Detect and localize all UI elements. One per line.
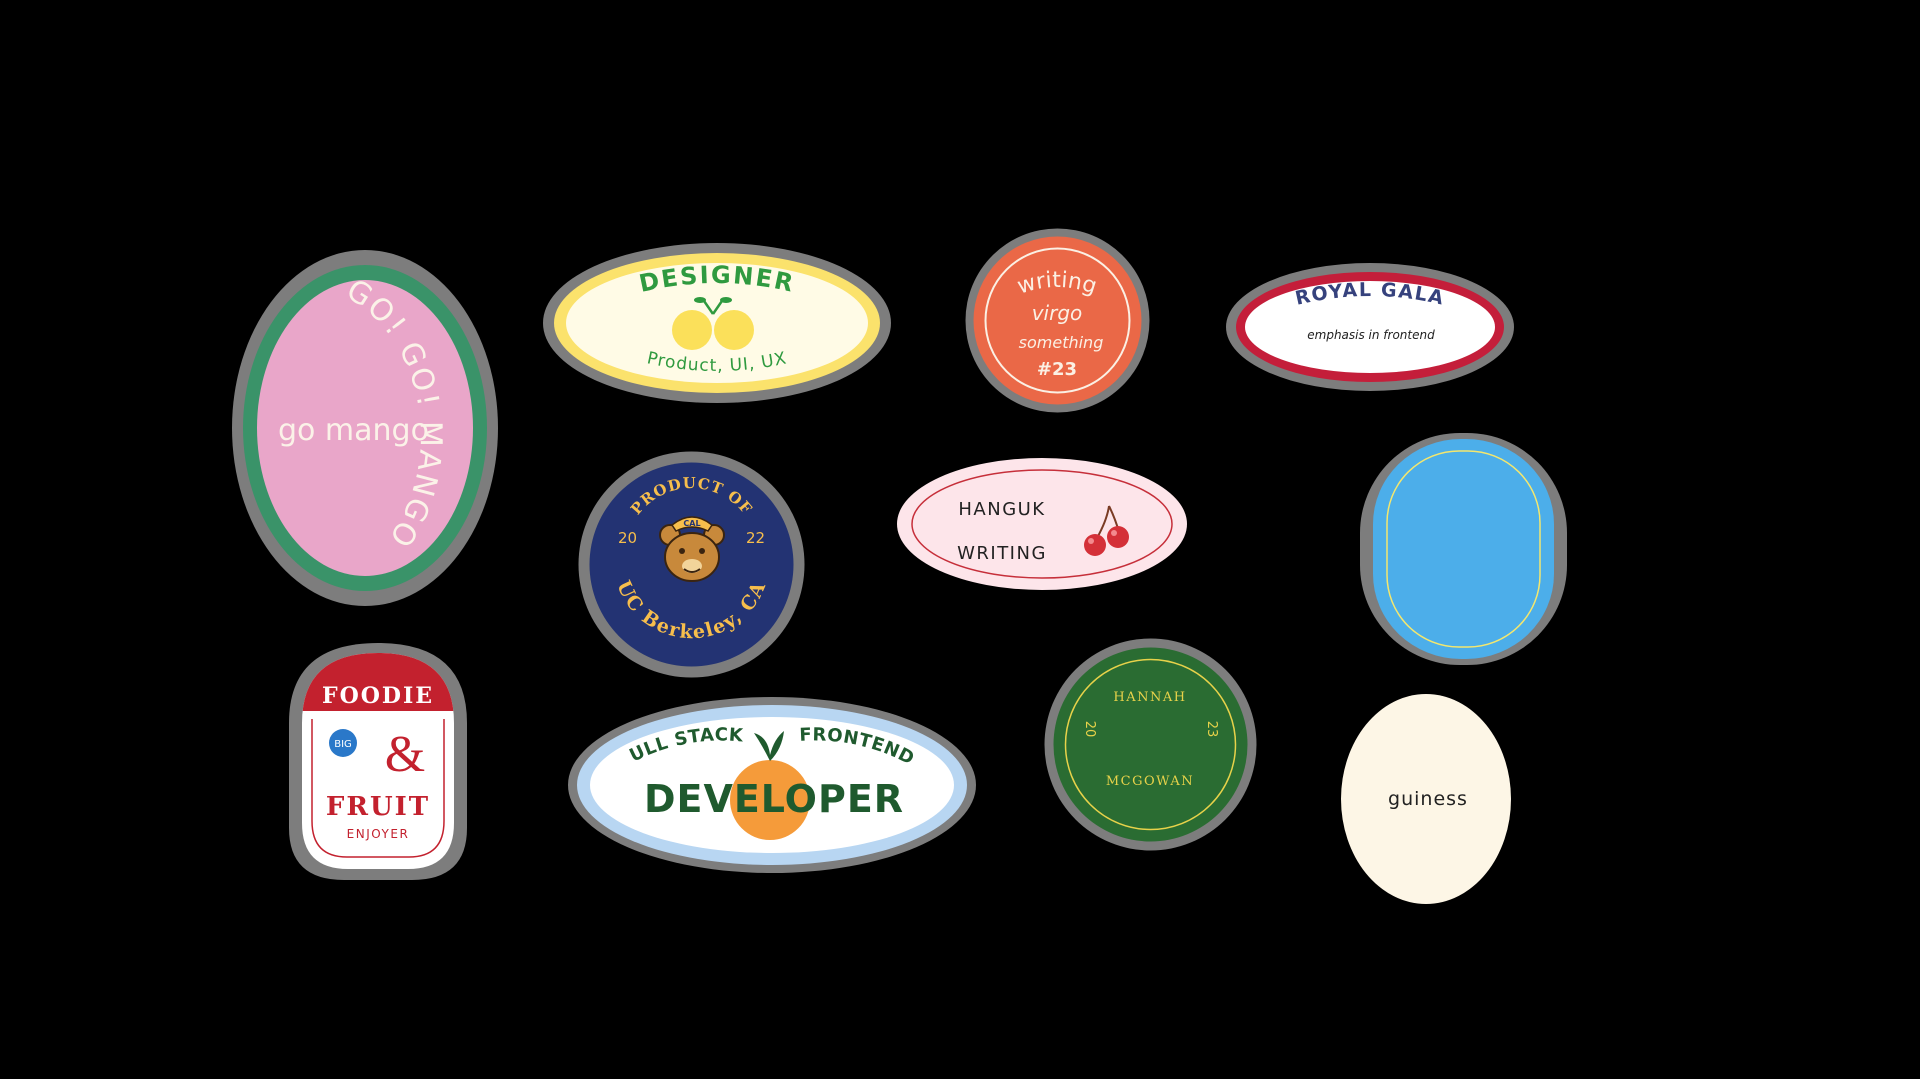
line-4: #23 [1037, 359, 1077, 380]
main-text: go mango [278, 413, 429, 448]
guiness-sticker[interactable]: guiness [1341, 693, 1511, 905]
sticker-body [257, 280, 473, 576]
label-text: guiness [1388, 788, 1468, 810]
royal-gala-sticker[interactable]: ROYAL GALA emphasis in frontend [1225, 262, 1515, 392]
title: DEVELOPER [644, 777, 904, 821]
cherry-icon [1084, 505, 1129, 556]
line-2: WRITING [957, 543, 1047, 564]
hanguk-writing-sticker[interactable]: HANGUK WRITING [897, 458, 1187, 590]
mascot-cap-text: CAL [683, 519, 700, 528]
bear-mascot-icon [659, 516, 725, 582]
bottom-text: MCGOWAN [1106, 774, 1194, 789]
year-left: 20 [618, 529, 637, 547]
big-badge [329, 729, 357, 757]
foodie-fruit-sticker[interactable]: FOODIE BIG & FRUIT ENJOYER [287, 643, 469, 880]
go-mango-sticker[interactable]: GO! GO! MANGO go mango [230, 248, 500, 608]
line-3: something [1019, 333, 1104, 352]
blue-blank-sticker[interactable] [1360, 433, 1567, 665]
inner-ring [911, 469, 1173, 579]
bottom-text: ENJOYER [347, 827, 410, 841]
sticker-body [1053, 647, 1248, 842]
leaf-icon [754, 731, 784, 761]
sticker-body [973, 236, 1142, 405]
ampersand: & [385, 726, 425, 783]
designer-sticker[interactable]: DESIGNER Product, UI, UX [542, 242, 892, 405]
inner-ring [1386, 450, 1541, 648]
year-right: 22 [746, 529, 765, 547]
berkeley-sticker[interactable]: PRODUCT OF UC Berkeley, CA 20 22 CAL [578, 451, 805, 678]
middle-text: FRUIT [326, 792, 430, 822]
sticker-body [897, 458, 1187, 590]
inner-ring [311, 719, 445, 858]
inner-ring [1064, 658, 1237, 831]
hannah-mcgowan-sticker[interactable]: HANNAH MCGOWAN 20 23 [1044, 638, 1257, 851]
sticker-body [1341, 694, 1511, 904]
subtitle: emphasis in frontend [1307, 328, 1435, 342]
line-2: virgo [1032, 301, 1083, 325]
top-text: FOODIE [322, 683, 434, 709]
lemon-icon [672, 297, 754, 350]
sticker-body [1245, 281, 1495, 373]
badge-text: BIG [334, 739, 352, 750]
line-1: HANGUK [958, 499, 1045, 520]
year-left: 20 [1082, 721, 1097, 738]
sticker-body [1373, 439, 1554, 659]
orange-icon [730, 760, 810, 840]
writing-virgo-sticker[interactable]: writing virgo something #23 [965, 228, 1150, 413]
developer-sticker[interactable]: FULL STACK FRONTEND DEVELOPER [562, 681, 976, 874]
inner-ring [984, 247, 1131, 394]
year-right: 23 [1204, 721, 1219, 738]
top-text: HANNAH [1113, 690, 1186, 705]
